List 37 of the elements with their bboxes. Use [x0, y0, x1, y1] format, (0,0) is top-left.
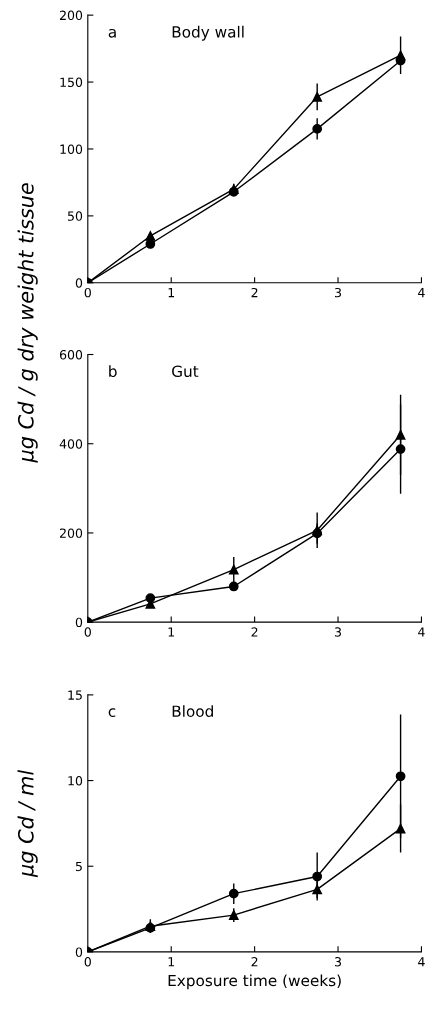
x-tick-label: 1 — [168, 957, 175, 967]
y-axis-title: µg Cd / ml — [17, 769, 38, 878]
y-tick-label: 50 — [68, 211, 83, 221]
x-tick-label: 0 — [84, 957, 91, 967]
y-tick-label: 100 — [60, 144, 83, 154]
x-tick-label: 1 — [168, 288, 175, 298]
y-axis-title: µg Cd / g dry weight tissue — [17, 183, 38, 463]
y-tick-label: 15 — [68, 690, 82, 700]
annotation: c — [108, 708, 116, 717]
text: Gut — [172, 365, 199, 378]
x-axis-title: Exposure time (weeks) — [168, 974, 341, 990]
text: Blood — [172, 705, 213, 717]
x-tick-label: 1 — [168, 627, 175, 637]
x-tick-label: 3 — [335, 957, 341, 967]
x-tick-label: 4 — [418, 288, 425, 298]
x-tick-label: 2 — [251, 287, 258, 298]
x-tick-label: 0 — [84, 627, 91, 637]
y-tick-label: 200 — [60, 528, 83, 538]
y-tick-label: 0 — [75, 947, 83, 957]
text: Body wall — [172, 25, 244, 41]
x-tick-label: 3 — [335, 287, 341, 298]
x-tick-label: 2 — [251, 957, 258, 967]
y-tick-label: 10 — [68, 776, 83, 786]
y-tick-label: 0 — [75, 617, 83, 628]
y-tick-label: 5 — [75, 861, 82, 872]
x-tick-label: 4 — [418, 957, 425, 967]
x-tick-label: 2 — [251, 627, 258, 637]
y-tick-label: 200 — [60, 10, 83, 21]
y-tick-label: 0 — [75, 278, 83, 288]
x-tick-label: 4 — [418, 627, 425, 637]
annotation: b — [109, 365, 117, 378]
y-tick-label: 600 — [59, 349, 83, 360]
x-tick-label: 0 — [84, 287, 91, 298]
y-tick-label: 400 — [59, 439, 83, 449]
annotation: a — [108, 28, 116, 38]
y-tick-label: 150 — [60, 77, 83, 87]
x-tick-label: 3 — [335, 627, 341, 637]
